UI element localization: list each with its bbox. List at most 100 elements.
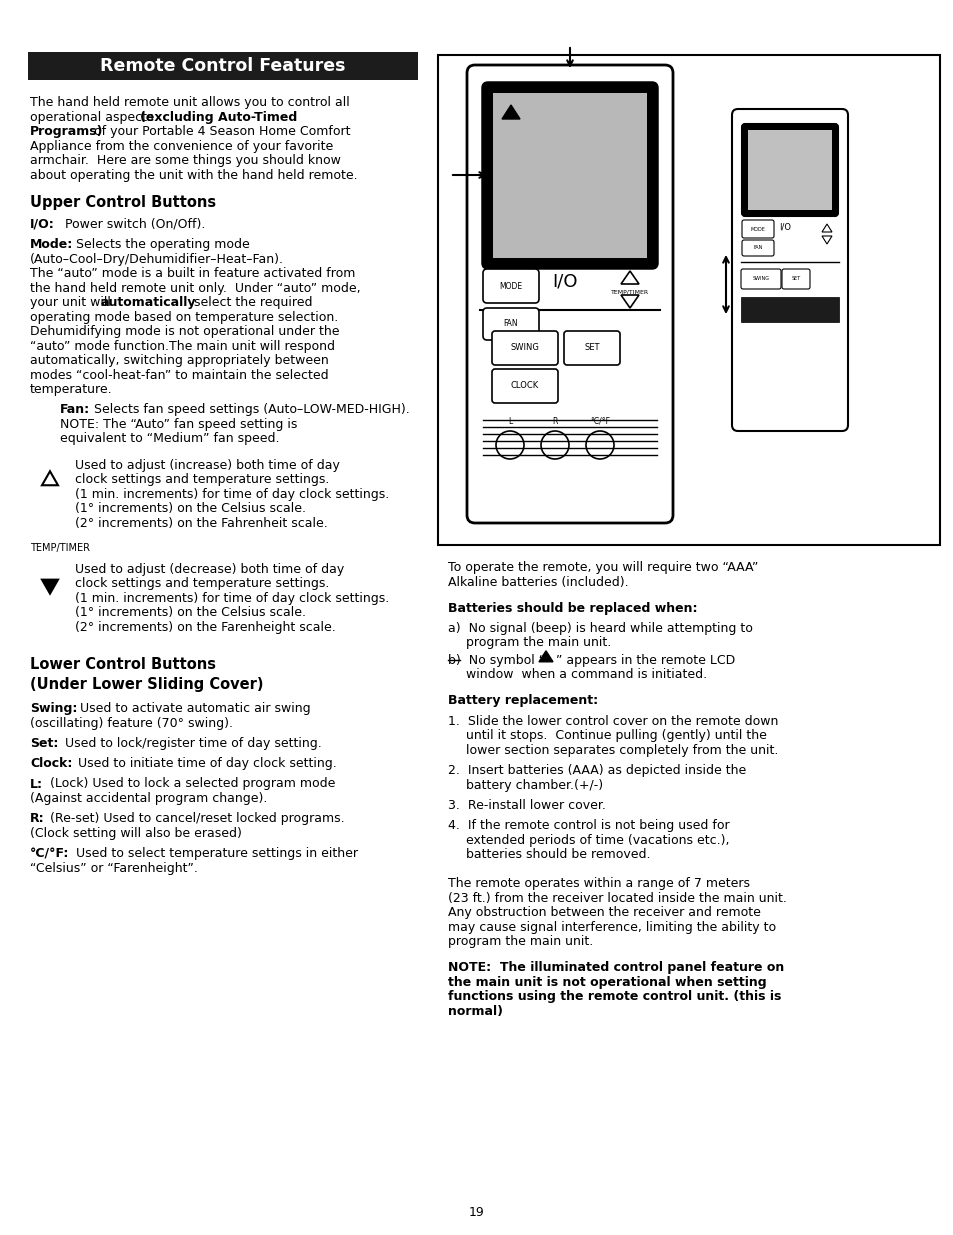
Text: (Under Lower Sliding Cover): (Under Lower Sliding Cover) (30, 678, 263, 693)
Text: The remote operates within a range of 7 meters: The remote operates within a range of 7 … (448, 877, 749, 890)
Text: The “auto” mode is a built in feature activated from: The “auto” mode is a built in feature ac… (30, 267, 355, 280)
Text: SWING: SWING (752, 275, 769, 280)
Text: automatically: automatically (101, 296, 196, 309)
Text: window  when a command is initiated.: window when a command is initiated. (465, 668, 706, 682)
Text: I/O: I/O (552, 272, 578, 290)
Text: Swing:: Swing: (30, 703, 77, 715)
Text: SWING: SWING (510, 342, 538, 352)
Text: Battery replacement:: Battery replacement: (448, 694, 598, 708)
Circle shape (496, 431, 523, 459)
Text: SET: SET (791, 275, 800, 280)
Text: normal): normal) (448, 1005, 502, 1018)
Circle shape (585, 431, 614, 459)
Text: 4.  If the remote control is not being used for: 4. If the remote control is not being us… (448, 819, 729, 832)
Text: Programs): Programs) (30, 125, 103, 138)
Text: (1° increments) on the Celsius scale.: (1° increments) on the Celsius scale. (75, 606, 306, 620)
Text: Selects fan speed settings (Auto–LOW-MED-HIGH).: Selects fan speed settings (Auto–LOW-MED… (86, 404, 410, 416)
Text: until it stops.  Continue pulling (gently) until the: until it stops. Continue pulling (gently… (465, 729, 766, 742)
Text: the hand held remote unit only.  Under “auto” mode,: the hand held remote unit only. Under “a… (30, 282, 360, 295)
Polygon shape (42, 579, 58, 594)
FancyBboxPatch shape (741, 220, 773, 238)
Text: (1° increments) on the Celsius scale.: (1° increments) on the Celsius scale. (75, 501, 306, 515)
Text: (oscillating) feature (70° swing).: (oscillating) feature (70° swing). (30, 716, 233, 730)
Text: your unit will: your unit will (30, 296, 114, 309)
Text: L:: L: (30, 778, 43, 790)
Text: Remote Control Features: Remote Control Features (100, 57, 345, 75)
Text: “Celsius” or “Farenheight”.: “Celsius” or “Farenheight”. (30, 862, 197, 874)
Text: Lower Control Buttons: Lower Control Buttons (30, 657, 215, 672)
Text: (1 min. increments) for time of day clock settings.: (1 min. increments) for time of day cloc… (75, 592, 389, 605)
Text: operating mode based on temperature selection.: operating mode based on temperature sele… (30, 310, 338, 324)
Text: Batteries should be replaced when:: Batteries should be replaced when: (448, 601, 697, 615)
Text: program the main unit.: program the main unit. (465, 636, 611, 650)
FancyBboxPatch shape (741, 124, 837, 216)
Text: MODE: MODE (750, 226, 764, 231)
Bar (28, 52, 417, 80)
Text: 19: 19 (469, 1207, 484, 1219)
Text: operational aspects: operational aspects (30, 110, 157, 124)
Text: I/O: I/O (779, 222, 790, 231)
Bar (740, 296, 838, 322)
Text: R: R (552, 416, 558, 426)
FancyBboxPatch shape (731, 109, 847, 431)
Text: (2° increments) on the Fahrenheit scale.: (2° increments) on the Fahrenheit scale. (75, 516, 328, 530)
Text: ” appears in the remote LCD: ” appears in the remote LCD (556, 653, 735, 667)
Text: Appliance from the convenience of your favorite: Appliance from the convenience of your f… (30, 140, 333, 152)
Text: b)  No symbol “: b) No symbol “ (448, 653, 544, 667)
Text: Clock:: Clock: (30, 757, 72, 771)
Text: the main unit is not operational when setting: the main unit is not operational when se… (448, 976, 766, 989)
Text: lower section separates completely from the unit.: lower section separates completely from … (465, 743, 778, 757)
Text: (Lock) Used to lock a selected program mode: (Lock) Used to lock a selected program m… (42, 778, 335, 790)
Text: L: L (507, 416, 512, 426)
Bar (437, 56, 939, 545)
FancyBboxPatch shape (741, 240, 773, 256)
Text: Fan:: Fan: (60, 404, 90, 416)
Text: Dehumidifying mode is not operational under the: Dehumidifying mode is not operational un… (30, 325, 339, 338)
Text: SET: SET (583, 342, 599, 352)
Text: Used to initiate time of day clock setting.: Used to initiate time of day clock setti… (70, 757, 336, 771)
Text: (1 min. increments) for time of day clock settings.: (1 min. increments) for time of day cloc… (75, 488, 389, 500)
Text: °C/°F: °C/°F (589, 416, 609, 426)
Polygon shape (501, 105, 519, 119)
FancyBboxPatch shape (740, 269, 781, 289)
Text: (Re-set) Used to cancel/reset locked programs.: (Re-set) Used to cancel/reset locked pro… (42, 813, 344, 825)
Text: program the main unit.: program the main unit. (448, 935, 593, 948)
Bar (493, 93, 646, 258)
Text: armchair.  Here are some things you should know: armchair. Here are some things you shoul… (30, 154, 340, 167)
Text: of your Portable 4 Season Home Comfort: of your Portable 4 Season Home Comfort (90, 125, 350, 138)
Text: a)  No signal (beep) is heard while attempting to: a) No signal (beep) is heard while attem… (448, 622, 752, 635)
Text: equivalent to “Medium” fan speed.: equivalent to “Medium” fan speed. (60, 432, 279, 446)
Text: Upper Control Buttons: Upper Control Buttons (30, 195, 216, 210)
Text: The hand held remote unit allows you to control all: The hand held remote unit allows you to … (30, 96, 350, 109)
Text: batteries should be removed.: batteries should be removed. (465, 848, 650, 861)
Text: battery chamber.(+/-): battery chamber.(+/-) (465, 778, 602, 792)
Text: about operating the unit with the hand held remote.: about operating the unit with the hand h… (30, 168, 357, 182)
Text: NOTE: The “Auto” fan speed setting is: NOTE: The “Auto” fan speed setting is (60, 417, 297, 431)
Circle shape (540, 431, 568, 459)
Text: clock settings and temperature settings.: clock settings and temperature settings. (75, 578, 329, 590)
Text: automatically, switching appropriately between: automatically, switching appropriately b… (30, 354, 329, 367)
Text: Used to select temperature settings in either: Used to select temperature settings in e… (68, 847, 357, 860)
FancyBboxPatch shape (467, 65, 672, 522)
Text: (excluding Auto-Timed: (excluding Auto-Timed (140, 110, 297, 124)
Text: Used to adjust (decrease) both time of day: Used to adjust (decrease) both time of d… (75, 563, 344, 576)
Text: (Auto–Cool–Dry/Dehumidifier–Heat–Fan).: (Auto–Cool–Dry/Dehumidifier–Heat–Fan). (30, 253, 284, 266)
FancyBboxPatch shape (563, 331, 619, 366)
Text: 1.  Slide the lower control cover on the remote down: 1. Slide the lower control cover on the … (448, 715, 778, 727)
Text: NOTE:  The illuminated control panel feature on: NOTE: The illuminated control panel feat… (448, 961, 783, 974)
FancyBboxPatch shape (482, 83, 657, 268)
Text: To operate the remote, you will require two “AAA”: To operate the remote, you will require … (448, 561, 758, 574)
FancyBboxPatch shape (492, 331, 558, 366)
Bar (747, 130, 831, 210)
Text: Used to activate automatic air swing: Used to activate automatic air swing (71, 703, 311, 715)
Text: (2° increments) on the Farenheight scale.: (2° increments) on the Farenheight scale… (75, 621, 335, 634)
Text: temperature.: temperature. (30, 383, 112, 396)
Text: 2.  Insert batteries (AAA) as depicted inside the: 2. Insert batteries (AAA) as depicted in… (448, 764, 745, 777)
Text: (Against accidental program change).: (Against accidental program change). (30, 792, 267, 805)
Text: clock settings and temperature settings.: clock settings and temperature settings. (75, 473, 329, 487)
Text: Alkaline batteries (included).: Alkaline batteries (included). (448, 576, 628, 589)
Text: FAN: FAN (753, 245, 761, 249)
FancyBboxPatch shape (492, 369, 558, 403)
Text: CLOCK: CLOCK (511, 380, 538, 389)
Text: 3.  Re-install lower cover.: 3. Re-install lower cover. (448, 799, 605, 811)
